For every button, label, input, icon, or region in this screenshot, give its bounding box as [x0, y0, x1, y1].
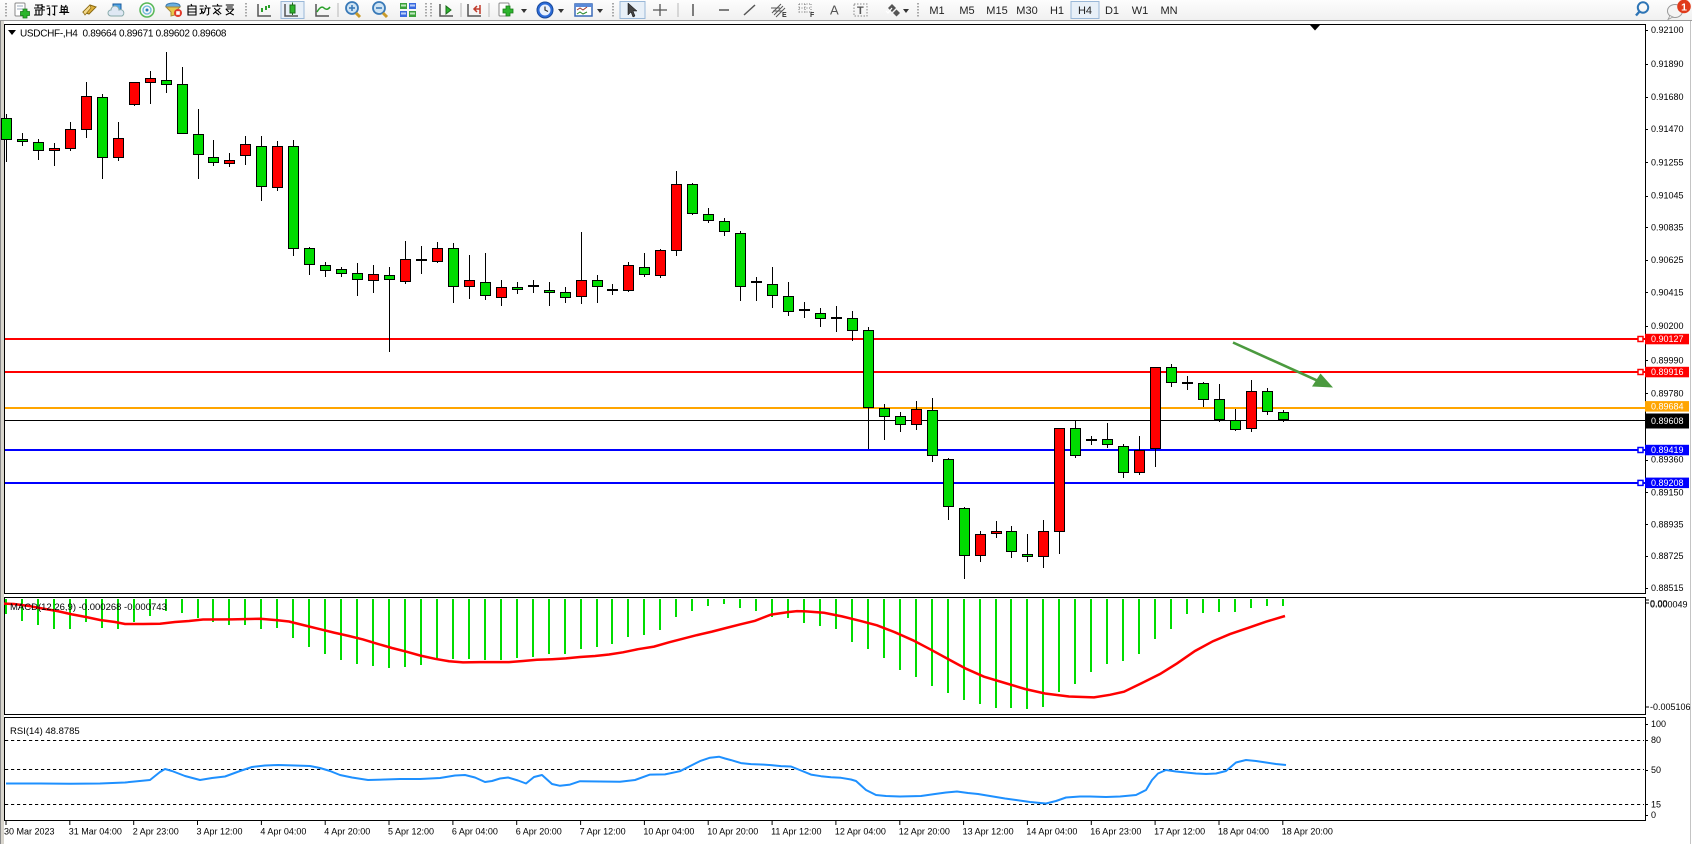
- svg-text:0.91045: 0.91045: [1651, 191, 1684, 201]
- svg-text:30 Mar 2023: 30 Mar 2023: [4, 826, 55, 836]
- svg-text:0.92100: 0.92100: [1651, 25, 1684, 35]
- svg-text:2 Apr 23:00: 2 Apr 23:00: [133, 826, 179, 836]
- svg-text:0.90127: 0.90127: [1651, 334, 1684, 344]
- svg-text:0.89780: 0.89780: [1651, 388, 1684, 398]
- svg-text:0.90415: 0.90415: [1651, 288, 1684, 298]
- svg-text:6 Apr 04:00: 6 Apr 04:00: [452, 826, 498, 836]
- svg-text:80: 80: [1651, 735, 1661, 745]
- svg-text:18 Apr 20:00: 18 Apr 20:00: [1282, 826, 1333, 836]
- svg-text:0.91255: 0.91255: [1651, 157, 1684, 167]
- svg-text:100: 100: [1651, 719, 1666, 729]
- svg-text:-0.005106: -0.005106: [1650, 702, 1691, 712]
- svg-text:D1: D1: [1105, 5, 1119, 17]
- svg-text:0.00: 0.00: [1650, 598, 1668, 608]
- svg-text:12 Apr 04:00: 12 Apr 04:00: [835, 826, 886, 836]
- svg-text:H1: H1: [1050, 5, 1064, 17]
- svg-text:5 Apr 12:00: 5 Apr 12:00: [388, 826, 434, 836]
- svg-text:14 Apr 04:00: 14 Apr 04:00: [1026, 826, 1077, 836]
- svg-text:12 Apr 20:00: 12 Apr 20:00: [899, 826, 950, 836]
- svg-text:0.89990: 0.89990: [1651, 355, 1684, 365]
- svg-text:0.89684: 0.89684: [1651, 402, 1684, 412]
- svg-text:16 Apr 23:00: 16 Apr 23:00: [1090, 826, 1141, 836]
- svg-text:M15: M15: [986, 5, 1007, 17]
- svg-text:M1: M1: [929, 5, 944, 17]
- svg-text:11 Apr 12:00: 11 Apr 12:00: [771, 826, 821, 836]
- svg-text:10 Apr 20:00: 10 Apr 20:00: [707, 826, 758, 836]
- svg-text:H4: H4: [1078, 5, 1092, 17]
- svg-text:0.89916: 0.89916: [1651, 367, 1684, 377]
- svg-text:M30: M30: [1016, 5, 1037, 17]
- svg-text:3 Apr 12:00: 3 Apr 12:00: [197, 826, 243, 836]
- svg-text:0.89150: 0.89150: [1651, 487, 1684, 497]
- svg-text:0.90200: 0.90200: [1651, 321, 1684, 331]
- svg-text:MACD(12,26,9) -0.000268 -0.000: MACD(12,26,9) -0.000268 -0.000743: [10, 602, 167, 613]
- svg-text:0.89208: 0.89208: [1651, 478, 1684, 488]
- svg-text:0.91680: 0.91680: [1651, 92, 1684, 102]
- svg-text:50: 50: [1651, 765, 1661, 775]
- svg-text:0: 0: [1651, 810, 1656, 820]
- svg-text:17 Apr 12:00: 17 Apr 12:00: [1154, 826, 1205, 836]
- svg-text:A: A: [830, 3, 839, 18]
- svg-text:0.000049: 0.000049: [1650, 599, 1688, 609]
- svg-text:4 Apr 20:00: 4 Apr 20:00: [324, 826, 370, 836]
- svg-text:0.90835: 0.90835: [1651, 222, 1684, 232]
- svg-text:0.90625: 0.90625: [1651, 255, 1684, 265]
- svg-text:E: E: [782, 12, 787, 19]
- svg-text:18 Apr 04:00: 18 Apr 04:00: [1218, 826, 1269, 836]
- svg-text:W1: W1: [1132, 5, 1149, 17]
- svg-text:MN: MN: [1160, 5, 1177, 17]
- svg-text:31 Mar 04:00: 31 Mar 04:00: [69, 826, 122, 836]
- svg-text:0.91890: 0.91890: [1651, 59, 1684, 69]
- svg-text:15: 15: [1651, 800, 1661, 810]
- svg-text:F: F: [810, 12, 815, 19]
- svg-text:0.89360: 0.89360: [1651, 455, 1684, 465]
- svg-text:7 Apr 12:00: 7 Apr 12:00: [580, 826, 626, 836]
- svg-text:RSI(14) 48.8785: RSI(14) 48.8785: [10, 726, 80, 737]
- svg-text:T: T: [857, 5, 864, 17]
- svg-text:0.88935: 0.88935: [1651, 519, 1684, 529]
- svg-text:6 Apr 20:00: 6 Apr 20:00: [516, 826, 562, 836]
- svg-text:10 Apr 04:00: 10 Apr 04:00: [643, 826, 694, 836]
- svg-text:0.88515: 0.88515: [1651, 583, 1684, 593]
- svg-text:13 Apr 12:00: 13 Apr 12:00: [963, 826, 1014, 836]
- svg-text:4 Apr 04:00: 4 Apr 04:00: [260, 826, 306, 836]
- svg-text:0.89419: 0.89419: [1651, 445, 1684, 455]
- svg-text:M5: M5: [959, 5, 974, 17]
- svg-text:1: 1: [1681, 2, 1687, 14]
- svg-text:0.88725: 0.88725: [1651, 551, 1684, 561]
- svg-text:0.89608: 0.89608: [1651, 416, 1684, 426]
- svg-text:USDCHF-,H4 0.89664 0.89671 0.: USDCHF-,H4 0.89664 0.89671 0.89602 0.896…: [20, 29, 227, 40]
- svg-text:0.91470: 0.91470: [1651, 124, 1684, 134]
